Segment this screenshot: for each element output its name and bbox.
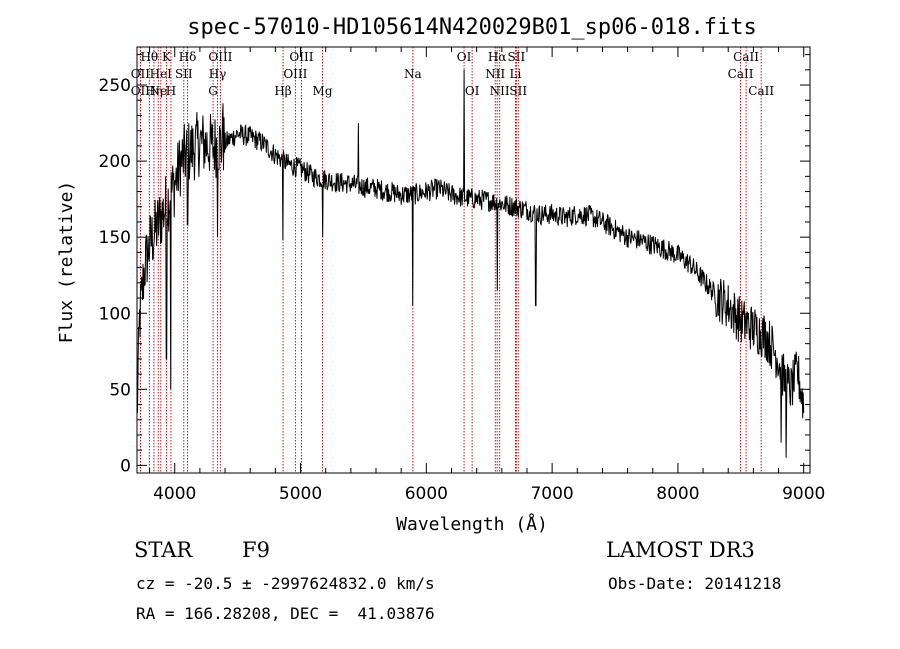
- object-type: STAR: [134, 538, 193, 562]
- coordinates-line: RA = 166.28208, DEC = 41.03876: [136, 604, 435, 623]
- obs-date: Obs-Date: 20141218: [608, 574, 782, 593]
- y-tick-label: 150: [99, 228, 131, 248]
- y-tick-label: 250: [99, 76, 131, 96]
- spectral-line-label: SII: [509, 84, 527, 98]
- spectral-line-label: NII: [490, 84, 510, 98]
- x-tick-label: 5000: [279, 484, 322, 504]
- y-tick-label: 0: [120, 456, 131, 476]
- spectral-line-label: CaII: [748, 84, 774, 98]
- x-tick-label: 7000: [530, 484, 573, 504]
- spectral-line-label: OII: [131, 84, 151, 98]
- spectral-line-label: Ne: [149, 84, 167, 98]
- x-axis-label: Wavelength (Å): [396, 513, 548, 535]
- spectral-line-label: Hθ: [140, 50, 158, 64]
- survey-name: LAMOST DR3: [606, 538, 755, 562]
- spectral-line-label: CaII: [733, 50, 759, 64]
- spectral-line-label: NII: [485, 67, 505, 81]
- redshift-line: cz = -20.5 ± -2997624832.0 km/s: [136, 574, 435, 593]
- y-axis-ticks: 0 50 100 150 200 250: [99, 54, 810, 476]
- spectral-line-label: K: [162, 50, 172, 64]
- spectral-line-label: Li: [509, 67, 521, 81]
- spectral-line-label: Mg: [313, 84, 333, 98]
- spectral-line-label: Hβ: [274, 84, 291, 98]
- spectral-line-label: OI: [457, 50, 472, 64]
- spectral-line-label: OI: [465, 84, 480, 98]
- spectral-line-label: Hα: [488, 50, 507, 64]
- x-tick-label: 4000: [153, 484, 196, 504]
- x-tick-label: 8000: [656, 484, 699, 504]
- y-tick-label: 100: [99, 304, 131, 324]
- spectral-line-label: CaII: [728, 67, 754, 81]
- spectral-line-label: OIII: [283, 67, 307, 81]
- x-tick-label: 6000: [405, 484, 448, 504]
- y-tick-label: 200: [99, 152, 131, 172]
- spectral-line-label: HeI: [150, 67, 173, 81]
- object-subclass: F9: [242, 538, 270, 562]
- spectral-line-label: H: [166, 84, 176, 98]
- spectral-line-label: G: [208, 84, 218, 98]
- spectrum-line: [136, 69, 805, 458]
- spectrum-series: [136, 69, 805, 458]
- spectral-line-label: OIII: [289, 50, 313, 64]
- y-tick-label: 50: [109, 380, 131, 400]
- chart-title: spec-57010-HD105614N420029B01_sp06-018.f…: [187, 15, 757, 40]
- spectral-line-label: Hγ: [209, 67, 227, 81]
- spectral-line-label: Hδ: [179, 50, 197, 64]
- spectral-line-label: SII: [175, 67, 193, 81]
- spectral-line-label: Na: [404, 67, 422, 81]
- x-axis-ticks: 4000 5000 6000 7000 8000 9000: [149, 47, 825, 504]
- spectral-line-label: SII: [508, 50, 526, 64]
- plot-frame: [136, 46, 811, 474]
- x-tick-label: 9000: [782, 484, 825, 504]
- spectral-line-label: OIII: [208, 50, 232, 64]
- y-axis-label: Flux (relative): [56, 181, 77, 344]
